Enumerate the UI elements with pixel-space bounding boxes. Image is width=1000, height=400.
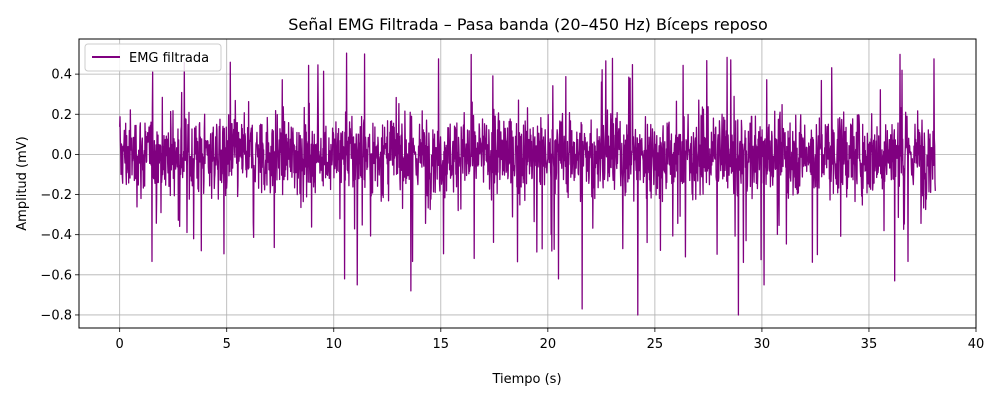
x-axis-label: Tiempo (s) — [491, 372, 561, 387]
x-tick-label: 10 — [325, 337, 342, 352]
legend-box — [84, 43, 222, 72]
x-tick-label: 5 — [223, 337, 231, 352]
x-tick-label: 0 — [116, 337, 124, 352]
y-tick-label: 0.0 — [51, 148, 72, 163]
x-tick-label: 25 — [647, 337, 664, 352]
y-tick-label: 0.4 — [51, 68, 72, 83]
x-tick-label: 15 — [433, 337, 450, 352]
chart-title: Señal EMG Filtrada – Pasa banda (20–450 … — [288, 15, 767, 34]
y-tick-label: −0.8 — [40, 308, 72, 323]
x-tick-label: 30 — [754, 337, 771, 352]
x-tick-label: 20 — [540, 337, 557, 352]
y-tick-label: −0.6 — [40, 268, 72, 283]
legend: EMG filtrada — [84, 43, 222, 72]
legend-label: EMG filtrada — [129, 51, 209, 66]
x-tick-label: 40 — [968, 337, 985, 352]
y-tick-label: −0.4 — [40, 228, 72, 243]
series-line — [119, 52, 936, 316]
ticks: 0 5 10 15 20 25 30 35 40 −0.8 −0.6 −0.4 −0.2 0.0 0.2 0.… — [40, 68, 984, 352]
x-tick-label: 35 — [861, 337, 878, 352]
y-tick-label: −0.2 — [40, 188, 72, 203]
y-tick-label: 0.2 — [51, 108, 72, 123]
y-axis-label: Amplitud (mV) — [15, 136, 30, 230]
plot-frame — [78, 38, 977, 329]
series-emg-filtrada — [119, 52, 936, 316]
